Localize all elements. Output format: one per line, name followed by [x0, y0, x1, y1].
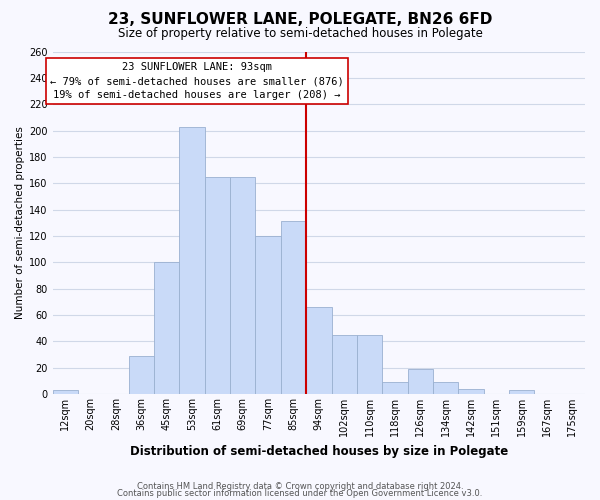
X-axis label: Distribution of semi-detached houses by size in Polegate: Distribution of semi-detached houses by …: [130, 444, 508, 458]
Bar: [458, 388, 484, 394]
Text: 23, SUNFLOWER LANE, POLEGATE, BN26 6FD: 23, SUNFLOWER LANE, POLEGATE, BN26 6FD: [108, 12, 492, 28]
Bar: [205, 176, 230, 394]
Bar: [53, 390, 78, 394]
Bar: [509, 390, 535, 394]
Y-axis label: Number of semi-detached properties: Number of semi-detached properties: [15, 126, 25, 319]
Text: Contains HM Land Registry data © Crown copyright and database right 2024.: Contains HM Land Registry data © Crown c…: [137, 482, 463, 491]
Text: Contains public sector information licensed under the Open Government Licence v3: Contains public sector information licen…: [118, 490, 482, 498]
Bar: [154, 262, 179, 394]
Bar: [230, 176, 256, 394]
Text: 23 SUNFLOWER LANE: 93sqm
← 79% of semi-detached houses are smaller (876)
19% of : 23 SUNFLOWER LANE: 93sqm ← 79% of semi-d…: [50, 62, 344, 100]
Bar: [433, 382, 458, 394]
Bar: [332, 334, 357, 394]
Bar: [306, 307, 332, 394]
Bar: [179, 126, 205, 394]
Bar: [357, 334, 382, 394]
Bar: [382, 382, 407, 394]
Bar: [256, 236, 281, 394]
Bar: [281, 222, 306, 394]
Bar: [129, 356, 154, 394]
Bar: [407, 369, 433, 394]
Text: Size of property relative to semi-detached houses in Polegate: Size of property relative to semi-detach…: [118, 28, 482, 40]
